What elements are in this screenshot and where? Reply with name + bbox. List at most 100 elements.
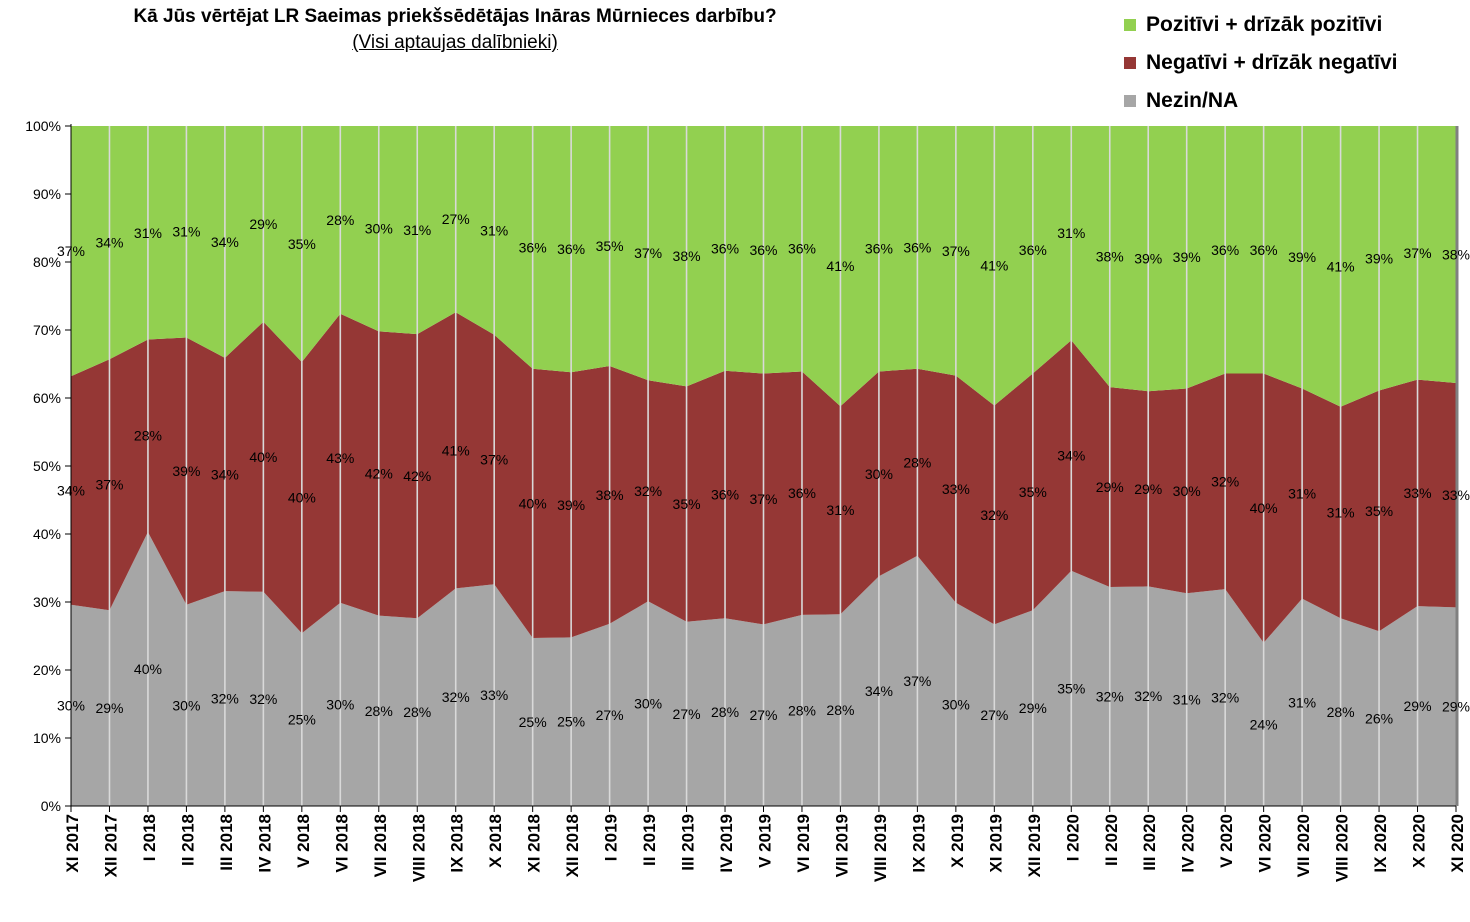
data-label: 25% bbox=[519, 714, 547, 730]
x-tick-labels: XI 2017 XII 2017 I 2018 II 2018 III 2018 IV 2… bbox=[63, 814, 1467, 882]
data-label: 36% bbox=[711, 240, 739, 256]
data-label: 33% bbox=[480, 687, 508, 703]
legend-item-negative: Negatīvi + drīzāk negatīvi bbox=[1124, 44, 1398, 82]
y-tick-label: 20% bbox=[33, 662, 61, 678]
data-label: 35% bbox=[1365, 503, 1393, 519]
data-label: 41% bbox=[1327, 258, 1355, 274]
data-label: 27% bbox=[749, 707, 777, 723]
x-tick-label: X 2020 bbox=[1410, 814, 1429, 868]
data-label: 25% bbox=[288, 712, 316, 728]
data-label: 41% bbox=[980, 258, 1008, 274]
data-label: 37% bbox=[57, 243, 85, 259]
y-tick-label: 40% bbox=[33, 526, 61, 542]
data-label: 28% bbox=[788, 702, 816, 718]
data-label: 37% bbox=[95, 477, 123, 493]
data-label: 35% bbox=[596, 238, 624, 254]
x-tick-label: IV 2020 bbox=[1179, 814, 1198, 873]
data-label: 40% bbox=[134, 661, 162, 677]
data-label: 27% bbox=[673, 706, 701, 722]
data-label: 28% bbox=[711, 704, 739, 720]
data-label: 40% bbox=[519, 495, 547, 511]
x-tick-label: V 2019 bbox=[756, 814, 775, 868]
x-tick-label: II 2019 bbox=[640, 814, 659, 866]
data-label: 28% bbox=[826, 702, 854, 718]
data-label: 35% bbox=[1019, 484, 1047, 500]
data-label: 29% bbox=[1442, 699, 1470, 715]
data-label: 38% bbox=[1442, 247, 1470, 263]
data-label: 34% bbox=[865, 683, 893, 699]
x-tick-label: III 2019 bbox=[679, 814, 698, 871]
data-label: 34% bbox=[1057, 447, 1085, 463]
data-label: 31% bbox=[1288, 486, 1316, 502]
x-tick-label: IV 2018 bbox=[255, 814, 274, 873]
x-tick-label: I 2020 bbox=[1063, 814, 1082, 861]
data-label: 26% bbox=[1365, 711, 1393, 727]
legend-swatch-positive bbox=[1124, 19, 1136, 31]
x-tick-label: IX 2020 bbox=[1371, 814, 1390, 873]
data-label: 28% bbox=[326, 212, 354, 228]
y-tick-label: 50% bbox=[33, 458, 61, 474]
data-label: 30% bbox=[942, 696, 970, 712]
data-label: 32% bbox=[442, 689, 470, 705]
legend: Pozitīvi + drīzāk pozitīvi Negatīvi + dr… bbox=[1124, 6, 1398, 120]
data-label: 32% bbox=[1211, 473, 1239, 489]
data-label: 28% bbox=[134, 428, 162, 444]
data-label: 39% bbox=[1365, 250, 1393, 266]
data-label: 32% bbox=[1134, 688, 1162, 704]
data-label: 27% bbox=[596, 707, 624, 723]
data-label: 30% bbox=[326, 696, 354, 712]
x-tick-label: XII 2019 bbox=[1025, 814, 1044, 877]
x-tick-label: VII 2019 bbox=[832, 814, 851, 877]
y-tick-label: 60% bbox=[33, 390, 61, 406]
data-label: 37% bbox=[1404, 245, 1432, 261]
x-tick-label: XI 2018 bbox=[525, 814, 544, 873]
data-label: 29% bbox=[249, 216, 277, 232]
x-tick-label: II 2018 bbox=[178, 814, 197, 866]
data-label: 36% bbox=[519, 239, 547, 255]
data-label: 36% bbox=[711, 487, 739, 503]
data-label: 30% bbox=[1173, 483, 1201, 499]
x-tick-label: X 2018 bbox=[486, 814, 505, 868]
data-label: 32% bbox=[211, 691, 239, 707]
data-label: 34% bbox=[211, 234, 239, 250]
x-tick-label: XI 2019 bbox=[986, 814, 1005, 873]
x-tick-label: VI 2018 bbox=[332, 814, 351, 873]
data-label: 37% bbox=[903, 673, 931, 689]
x-tick-label: XII 2018 bbox=[563, 814, 582, 877]
data-label: 31% bbox=[1327, 505, 1355, 521]
legend-swatch-negative bbox=[1124, 57, 1136, 69]
data-label: 42% bbox=[365, 465, 393, 481]
x-tick-label: XI 2020 bbox=[1448, 814, 1467, 873]
legend-item-positive: Pozitīvi + drīzāk pozitīvi bbox=[1124, 6, 1398, 44]
data-label: 31% bbox=[826, 502, 854, 518]
data-label: 39% bbox=[1134, 251, 1162, 267]
data-label: 31% bbox=[1173, 692, 1201, 708]
x-tick-label: VIII 2019 bbox=[871, 814, 890, 882]
data-label: 29% bbox=[1096, 479, 1124, 495]
data-label: 36% bbox=[865, 241, 893, 257]
x-tick-label: IV 2019 bbox=[717, 814, 736, 873]
data-label: 35% bbox=[1057, 680, 1085, 696]
data-label: 24% bbox=[1250, 716, 1278, 732]
data-label: 30% bbox=[865, 466, 893, 482]
data-label: 42% bbox=[403, 468, 431, 484]
legend-label-unknown: Nezin/NA bbox=[1146, 89, 1239, 112]
x-tick-label: I 2019 bbox=[602, 814, 621, 861]
y-tick-label: 100% bbox=[25, 118, 61, 134]
data-label: 36% bbox=[788, 485, 816, 501]
data-label: 32% bbox=[249, 691, 277, 707]
x-tick-label: II 2020 bbox=[1102, 814, 1121, 866]
data-label: 27% bbox=[442, 211, 470, 227]
y-tick-label: 10% bbox=[33, 730, 61, 746]
x-tick-label: V 2018 bbox=[294, 814, 313, 868]
data-label: 38% bbox=[596, 487, 624, 503]
data-label: 33% bbox=[942, 481, 970, 497]
legend-swatch-unknown bbox=[1124, 95, 1136, 107]
data-label: 31% bbox=[134, 225, 162, 241]
data-label: 25% bbox=[557, 714, 585, 730]
x-tick-label: XII 2017 bbox=[101, 814, 120, 877]
x-tick-label: III 2020 bbox=[1140, 814, 1159, 871]
y-tick-label: 0% bbox=[41, 798, 61, 814]
data-label: 33% bbox=[1442, 487, 1470, 503]
x-tick-label: I 2018 bbox=[140, 814, 159, 861]
